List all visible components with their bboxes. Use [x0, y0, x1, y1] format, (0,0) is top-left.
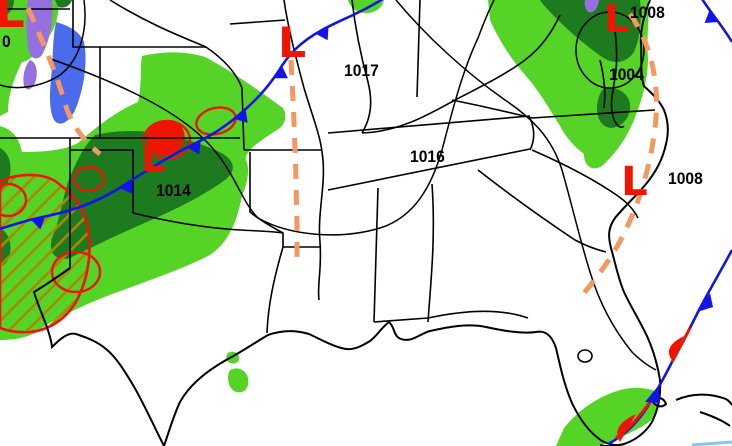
trough-line-east — [576, 12, 660, 302]
cold-front-main — [0, 0, 384, 231]
cold-front-northeast — [701, 0, 732, 43]
stationary-front-florida — [607, 249, 732, 446]
sea-edge-line — [691, 440, 732, 446]
trough-line-central — [288, 59, 300, 258]
coastline — [32, 0, 732, 446]
